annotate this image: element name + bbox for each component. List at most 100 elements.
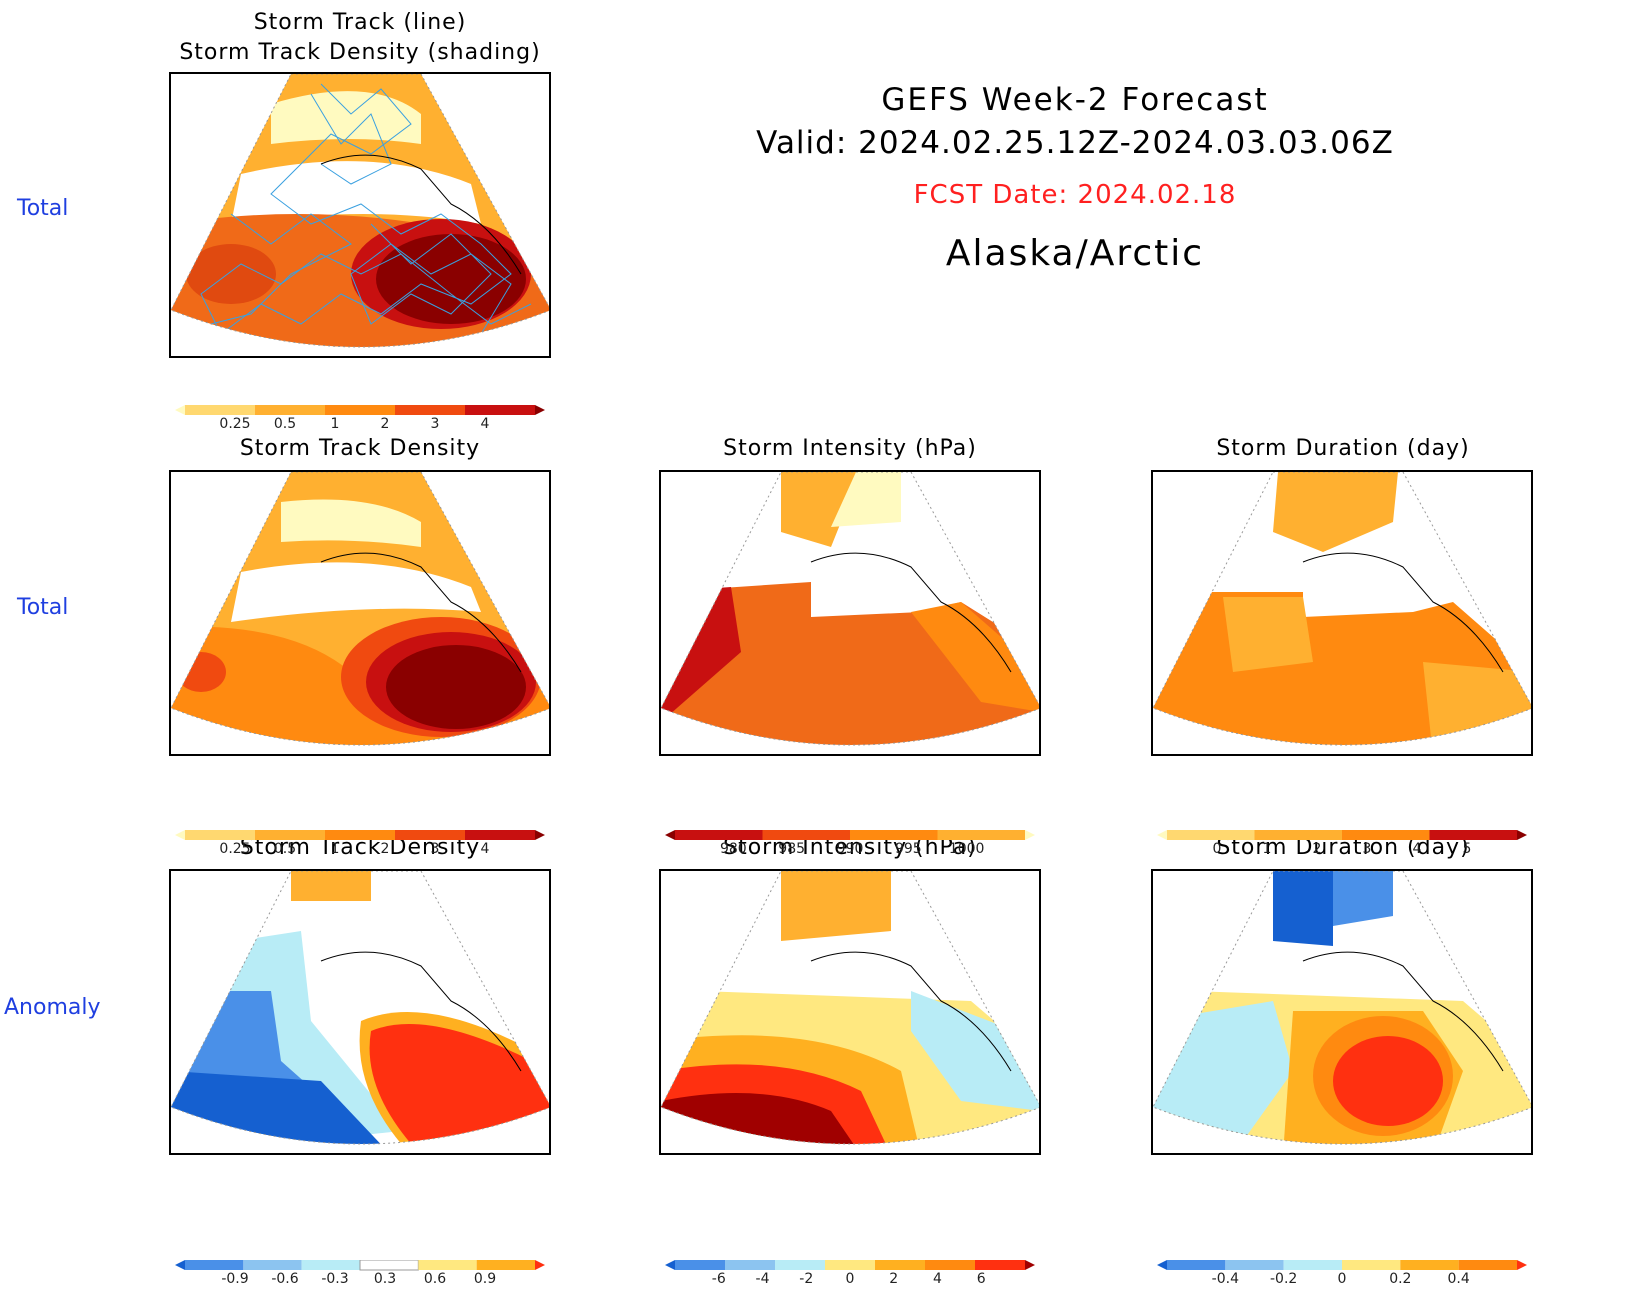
colorbar-segment — [395, 405, 465, 415]
colorbar-segment — [418, 1260, 477, 1270]
colorbar-segment — [535, 830, 545, 840]
colorbar-segment — [775, 1260, 825, 1270]
colorbar-intensity-anom: -6 -4 -2 0 2 4 6 — [655, 1260, 1065, 1300]
colorbar-tick-label: -0.2 — [1269, 1271, 1298, 1287]
panel-title-density-total: Storm Track Density — [239, 436, 481, 461]
colorbar-intensity-total: 980 985 990 995 1000 — [655, 830, 1065, 870]
panel-subtitle-track-density: Storm Track Density (shading) — [179, 40, 541, 65]
colorbar-density-total: 0.25 0.5 1 2 3 4 — [165, 830, 575, 870]
colorbar-tick-label: 980 — [719, 841, 747, 857]
colorbar-tick-label: -0.6 — [271, 1271, 299, 1287]
colorbar-segment — [1167, 830, 1255, 840]
colorbar-tick-label: 0.2 — [1389, 1271, 1412, 1287]
colorbar-duration_anom-svg — [1157, 1260, 1527, 1270]
colorbar-segment — [875, 1260, 925, 1270]
colorbar-segment — [185, 405, 255, 415]
colorbar-tick-label: -6 — [711, 1271, 726, 1287]
colorbar-density-svg — [175, 830, 545, 840]
colorbar-duration-anom: -0.4 -0.2 0 0.2 0.4 — [1147, 1260, 1557, 1300]
colorbar-tick-label: 1 — [330, 416, 340, 432]
colorbar-segment — [255, 405, 325, 415]
colorbar-segment — [1167, 1260, 1226, 1270]
colorbar-tick-label: 0.6 — [423, 1271, 447, 1287]
row-label-middle: Total — [17, 595, 69, 620]
colorbar-tick-label: 2 — [1312, 841, 1322, 857]
colorbar-tick-label: 1 — [330, 841, 340, 857]
colorbar-segment — [975, 1260, 1025, 1270]
map-duration-total — [1151, 470, 1533, 756]
colorbar-tick-label: 0.9 — [473, 1271, 497, 1287]
colorbar-segment — [1283, 1260, 1342, 1270]
region-name: Alaska/Arctic — [945, 233, 1205, 274]
colorbar-segment — [725, 1260, 775, 1270]
colorbar-segment — [1157, 830, 1167, 840]
colorbar-duration-total: 0 1 2 3 4 5 — [1147, 830, 1557, 870]
colorbar-segment — [1517, 1260, 1527, 1270]
colorbar-segment — [825, 1260, 875, 1270]
colorbar-tick-label: 0.3 — [373, 1271, 397, 1287]
fcst-date: FCST Date: 2024.02.18 — [913, 180, 1237, 210]
panel-title-intensity-total: Storm Intensity (hPa) — [723, 436, 977, 461]
colorbar-tick-label: 3 — [430, 416, 440, 432]
colorbar-tick-label: 1 — [1262, 841, 1272, 857]
colorbar-tick-label: 2 — [380, 841, 390, 857]
colorbar-tick-label: 0.25 — [219, 416, 251, 432]
colorbar-segment — [1400, 1260, 1459, 1270]
colorbar-segment — [535, 1260, 545, 1270]
colorbar-segment — [465, 405, 535, 415]
colorbar-segment — [1254, 830, 1342, 840]
colorbar-segment — [1025, 830, 1035, 840]
colorbar-tick-label: 0 — [845, 1271, 855, 1287]
colorbar-segment — [175, 405, 185, 415]
colorbar-segment — [175, 830, 185, 840]
colorbar-segment — [1225, 1260, 1284, 1270]
colorbar-segment — [1517, 830, 1527, 840]
colorbar-tick-label: 2 — [889, 1271, 899, 1287]
colorbar-tick-label: 4 — [933, 1271, 942, 1287]
colorbar-tick-label: 5 — [1462, 841, 1472, 857]
colorbar-intensity-svg — [665, 830, 1035, 840]
colorbar-density-top: 0.25 0.5 1 2 3 4 — [165, 405, 575, 445]
colorbar-tick-label: 0.5 — [273, 841, 297, 857]
colorbar-segment — [1342, 1260, 1401, 1270]
valid-period: Valid: 2024.02.25.12Z-2024.03.03.06Z — [756, 125, 1394, 161]
colorbar-segment — [762, 830, 850, 840]
colorbar-segment — [325, 830, 395, 840]
colorbar-tick-label: 0 — [1337, 1271, 1347, 1287]
colorbar-segment — [185, 1260, 244, 1270]
colorbar-segment — [301, 1260, 360, 1270]
colorbar-tick-label: 1000 — [948, 841, 985, 857]
map-intensity-anom — [659, 869, 1041, 1155]
colorbar-tick-label: -0.4 — [1211, 1271, 1239, 1287]
colorbar-segment — [1458, 1260, 1517, 1270]
colorbar-tick-label: 985 — [778, 841, 806, 857]
colorbar-density-anom: -0.9 -0.6 -0.3 0.3 0.6 0.9 — [165, 1260, 575, 1300]
colorbar-segment — [675, 1260, 725, 1270]
colorbar-segment — [1025, 1260, 1035, 1270]
colorbar-segment — [925, 1260, 975, 1270]
colorbar-segment — [1342, 830, 1430, 840]
colorbar-tick-label: 0.5 — [273, 416, 297, 432]
colorbar-density-svg — [175, 405, 545, 415]
colorbar-tick-label: 0.25 — [219, 841, 251, 857]
forecast-title: GEFS Week-2 Forecast — [881, 82, 1269, 118]
row-label-top: Total — [17, 196, 69, 221]
colorbar-segment — [255, 830, 325, 840]
colorbar-tick-label: 2 — [380, 416, 390, 432]
colorbar-segment — [665, 1260, 675, 1270]
colorbar-tick-label: 4 — [480, 841, 490, 857]
colorbar-tick-label: 3 — [1362, 841, 1372, 857]
map-track-line — [169, 72, 551, 358]
colorbar-tick-label: -4 — [755, 1271, 770, 1287]
colorbar-duration-svg — [1157, 830, 1527, 840]
map-duration-anom — [1151, 869, 1533, 1155]
map-intensity-total — [659, 470, 1041, 756]
map-density-anom — [169, 869, 551, 1155]
colorbar-segment — [395, 830, 465, 840]
colorbar-tick-label: -0.3 — [321, 1271, 349, 1287]
colorbar-density_anom-svg — [175, 1260, 545, 1271]
colorbar-tick-label: -0.9 — [221, 1271, 249, 1287]
colorbar-tick-label: 0 — [1212, 841, 1222, 857]
panel-title-track-line: Storm Track (line) — [253, 10, 467, 35]
colorbar-segment — [185, 830, 255, 840]
